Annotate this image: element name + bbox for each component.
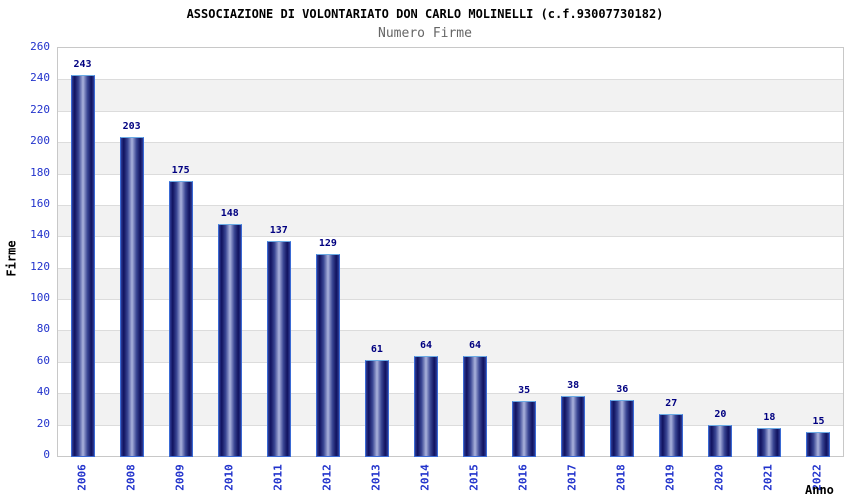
bar-value-label: 15 [812, 416, 825, 427]
x-tick-label: 2016 [516, 464, 530, 491]
bar-2022 [806, 432, 831, 457]
gridline [58, 299, 843, 301]
x-tick-label: 2021 [761, 464, 775, 491]
plot-area: 243 203 175 148 137 129 61 64 64 35 38 36 27 20 18 15 [57, 47, 844, 457]
bar-2006 [70, 75, 95, 457]
x-tick-label: 2015 [467, 464, 481, 491]
bar-value-label: 64 [419, 340, 432, 351]
gridline [58, 361, 843, 363]
x-tick-label: 2018 [614, 464, 628, 491]
bar-2008 [119, 137, 144, 457]
bar-2021 [757, 428, 782, 457]
x-tick-label: 2017 [565, 464, 579, 491]
bar-2010 [217, 224, 242, 457]
bar-value-label: 18 [763, 412, 776, 423]
y-tick-label: 180 [30, 165, 50, 179]
bar-value-label: 137 [269, 225, 288, 236]
y-tick-label: 20 [36, 416, 50, 430]
x-tick-label: 2009 [173, 464, 187, 491]
bar-2009 [168, 181, 193, 457]
plot-band [58, 48, 843, 80]
bar-2014 [413, 356, 438, 457]
bar-value-label: 243 [73, 59, 92, 70]
bar-value-label: 175 [171, 165, 190, 176]
bar-2016 [512, 401, 537, 457]
x-tick-label: 2013 [369, 464, 383, 491]
chart-title: ASSOCIAZIONE DI VOLONTARIATO DON CARLO M… [186, 7, 664, 21]
plot-band [58, 79, 843, 111]
bar-value-label: 38 [567, 380, 580, 391]
y-tick-label: 220 [30, 102, 50, 116]
gridline [58, 204, 843, 206]
plot-band [58, 142, 843, 174]
x-tick-label: 2019 [663, 464, 677, 491]
gridline [58, 267, 843, 269]
x-tick-label: 2006 [75, 464, 89, 491]
x-tick-label: 2020 [712, 464, 726, 491]
gridline [58, 142, 843, 144]
gridline [58, 79, 843, 81]
bar-value-label: 129 [318, 238, 337, 249]
plot-band [58, 110, 843, 143]
gridline [58, 173, 843, 175]
y-tick-label: 100 [30, 291, 50, 305]
y-tick-label: 160 [30, 196, 50, 210]
bar-value-label: 35 [518, 385, 531, 396]
bar-value-label: 203 [122, 121, 141, 132]
x-axis-title: Anno [805, 483, 834, 497]
y-tick-label: 120 [30, 259, 50, 273]
bar-2012 [315, 254, 340, 457]
y-tick-label: 140 [30, 228, 50, 242]
y-tick-label: 260 [30, 40, 50, 53]
x-tick-label: 2014 [418, 464, 432, 491]
gridline [58, 424, 843, 426]
bar-2015 [463, 356, 488, 457]
bar-value-label: 27 [665, 398, 678, 409]
gridline [58, 393, 843, 395]
y-tick-label: 200 [30, 134, 50, 148]
bar-2011 [266, 241, 291, 457]
bar-value-label: 148 [220, 208, 239, 219]
gridline [58, 110, 843, 112]
y-tick-label: 40 [36, 385, 50, 399]
y-tick-label: 240 [30, 71, 50, 85]
bar-2013 [364, 360, 389, 457]
x-tick-label: 2012 [320, 464, 334, 491]
bar-2017 [561, 396, 586, 457]
bar-2020 [708, 425, 733, 457]
y-tick-label: 0 [43, 448, 50, 461]
x-tick-label: 2011 [271, 464, 285, 491]
bar-value-label: 64 [469, 340, 482, 351]
bar-value-label: 20 [714, 409, 727, 420]
chart-subtitle: Numero Firme [378, 26, 472, 41]
gridline [58, 236, 843, 238]
x-tick-label: 2008 [124, 464, 138, 491]
bar-2018 [610, 400, 635, 457]
bar-value-label: 61 [370, 344, 383, 355]
bar-value-label: 36 [616, 384, 629, 395]
x-tick-label: 2010 [222, 464, 236, 491]
y-tick-label: 80 [36, 322, 50, 336]
y-axis-title: Firme [4, 240, 19, 277]
gridline [58, 330, 843, 332]
bar-2019 [659, 414, 684, 457]
y-tick-label: 60 [36, 353, 50, 367]
